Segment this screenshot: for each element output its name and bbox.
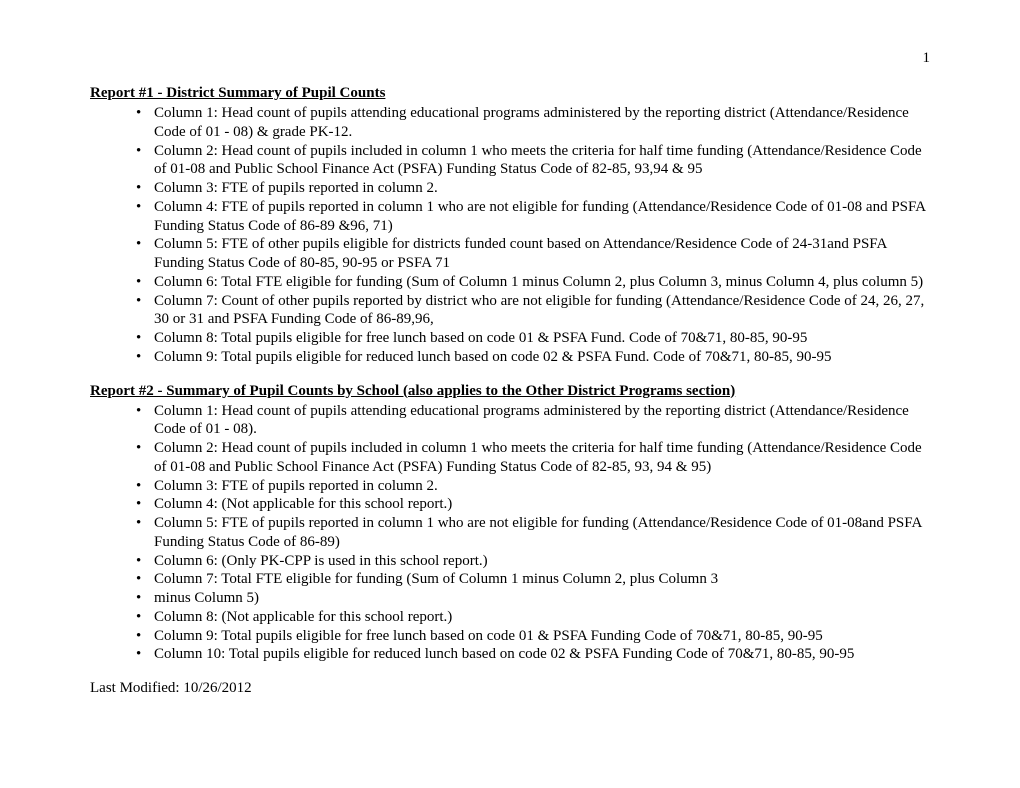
list-item: Column 6: (Only PK-CPP is used in this s…	[136, 552, 930, 571]
list-item: minus Column 5)	[136, 589, 930, 608]
list-item: Column 7: Total FTE eligible for funding…	[136, 570, 930, 589]
list-item: Column 6: Total FTE eligible for funding…	[136, 273, 930, 292]
list-item: Column 1: Head count of pupils attending…	[136, 104, 930, 142]
list-item: Column 9: Total pupils eligible for free…	[136, 627, 930, 646]
list-item: Column 4: FTE of pupils reported in colu…	[136, 198, 930, 236]
page-number: 1	[90, 50, 930, 67]
list-item: Column 2: Head count of pupils included …	[136, 439, 930, 477]
report2-heading: Report #2 - Summary of Pupil Counts by S…	[90, 383, 930, 400]
list-item: Column 10: Total pupils eligible for red…	[136, 645, 930, 664]
list-item: Column 5: FTE of pupils reported in colu…	[136, 514, 930, 552]
list-item: Column 3: FTE of pupils reported in colu…	[136, 179, 930, 198]
list-item: Column 4: (Not applicable for this schoo…	[136, 495, 930, 514]
report1-list: Column 1: Head count of pupils attending…	[90, 104, 930, 367]
list-item: Column 7: Count of other pupils reported…	[136, 292, 930, 330]
list-item: Column 1: Head count of pupils attending…	[136, 402, 930, 440]
list-item: Column 8: Total pupils eligible for free…	[136, 329, 930, 348]
list-item: Column 5: FTE of other pupils eligible f…	[136, 235, 930, 273]
last-modified: Last Modified: 10/26/2012	[90, 680, 930, 697]
document-page: 1 Report #1 - District Summary of Pupil …	[0, 0, 1020, 727]
list-item: Column 3: FTE of pupils reported in colu…	[136, 477, 930, 496]
list-item: Column 2: Head count of pupils included …	[136, 142, 930, 180]
list-item: Column 8: (Not applicable for this schoo…	[136, 608, 930, 627]
report1-heading: Report #1 - District Summary of Pupil Co…	[90, 85, 930, 102]
list-item: Column 9: Total pupils eligible for redu…	[136, 348, 930, 367]
report2-list: Column 1: Head count of pupils attending…	[90, 402, 930, 665]
